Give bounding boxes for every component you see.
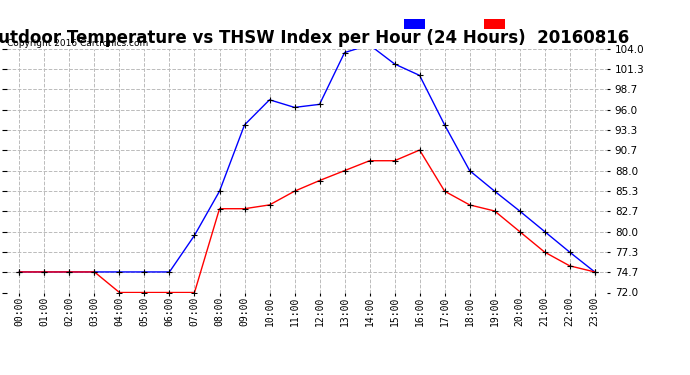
Title: Outdoor Temperature vs THSW Index per Hour (24 Hours)  20160816: Outdoor Temperature vs THSW Index per Ho… <box>0 29 630 47</box>
Legend: THSW  (°F), Temperature  (°F): THSW (°F), Temperature (°F) <box>402 17 602 32</box>
Text: Copyright 2016 Cartronics.com: Copyright 2016 Cartronics.com <box>7 39 148 48</box>
